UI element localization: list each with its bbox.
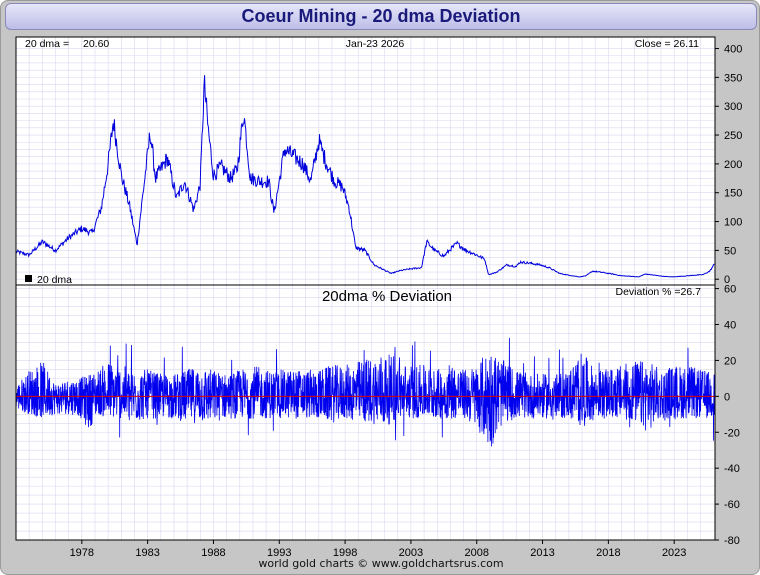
y-tick-label-price: 250	[724, 130, 742, 142]
x-tick-label: 2013	[530, 547, 554, 559]
chart-title: Coeur Mining - 20 dma Deviation	[241, 6, 521, 26]
x-tick-label: 1988	[201, 547, 225, 559]
x-tick-label: 1998	[333, 547, 357, 559]
y-tick-label-deviation: -80	[724, 535, 740, 547]
deviation-value-label: Deviation % =26.7	[615, 286, 701, 298]
footer-credit: world gold charts © www.goldchartsrus.co…	[258, 557, 504, 570]
y-tick-label-deviation: 20	[724, 355, 736, 367]
x-tick-label: 2003	[399, 547, 423, 559]
x-tick-label: 2018	[596, 547, 620, 559]
x-tick-label: 2008	[464, 547, 488, 559]
y-tick-label-price: 300	[724, 101, 742, 113]
close-label: Close = 26.11	[635, 38, 699, 50]
deviation-series-line	[15, 337, 715, 447]
x-tick-label: 1978	[70, 547, 94, 559]
dma-label: 20 dma =	[25, 38, 69, 50]
legend-label: 20 dma	[37, 274, 72, 286]
y-tick-label-deviation: 60	[724, 284, 736, 296]
deviation-panel-title: 20dma % Deviation	[322, 288, 452, 305]
y-tick-label-price: 200	[724, 159, 742, 171]
x-tick-label: 1993	[267, 547, 291, 559]
y-tick-label-deviation: -40	[724, 463, 740, 475]
x-tick-label: 2023	[662, 547, 686, 559]
y-tick-label-price: 100	[724, 217, 742, 229]
y-tick-label-deviation: 40	[724, 320, 736, 332]
dma-value: 20.60	[83, 38, 109, 50]
y-tick-label-price: 400	[724, 44, 742, 56]
title-bar: Coeur Mining - 20 dma Deviation	[5, 3, 757, 30]
y-tick-label-deviation: -60	[724, 499, 740, 511]
price-series-line	[15, 75, 715, 278]
legend-swatch	[25, 275, 32, 282]
deviation-panel-border	[15, 284, 716, 541]
y-tick-label-price: 0	[724, 274, 730, 286]
x-tick-label: 1983	[135, 547, 159, 559]
date-label: Jan-23 2026	[346, 38, 405, 50]
y-tick-label-price: 350	[724, 72, 742, 84]
y-tick-label-deviation: -20	[724, 427, 740, 439]
y-tick-label-price: 150	[724, 188, 742, 200]
y-tick-label-deviation: 0	[724, 391, 730, 403]
y-tick-label-price: 50	[724, 245, 736, 257]
